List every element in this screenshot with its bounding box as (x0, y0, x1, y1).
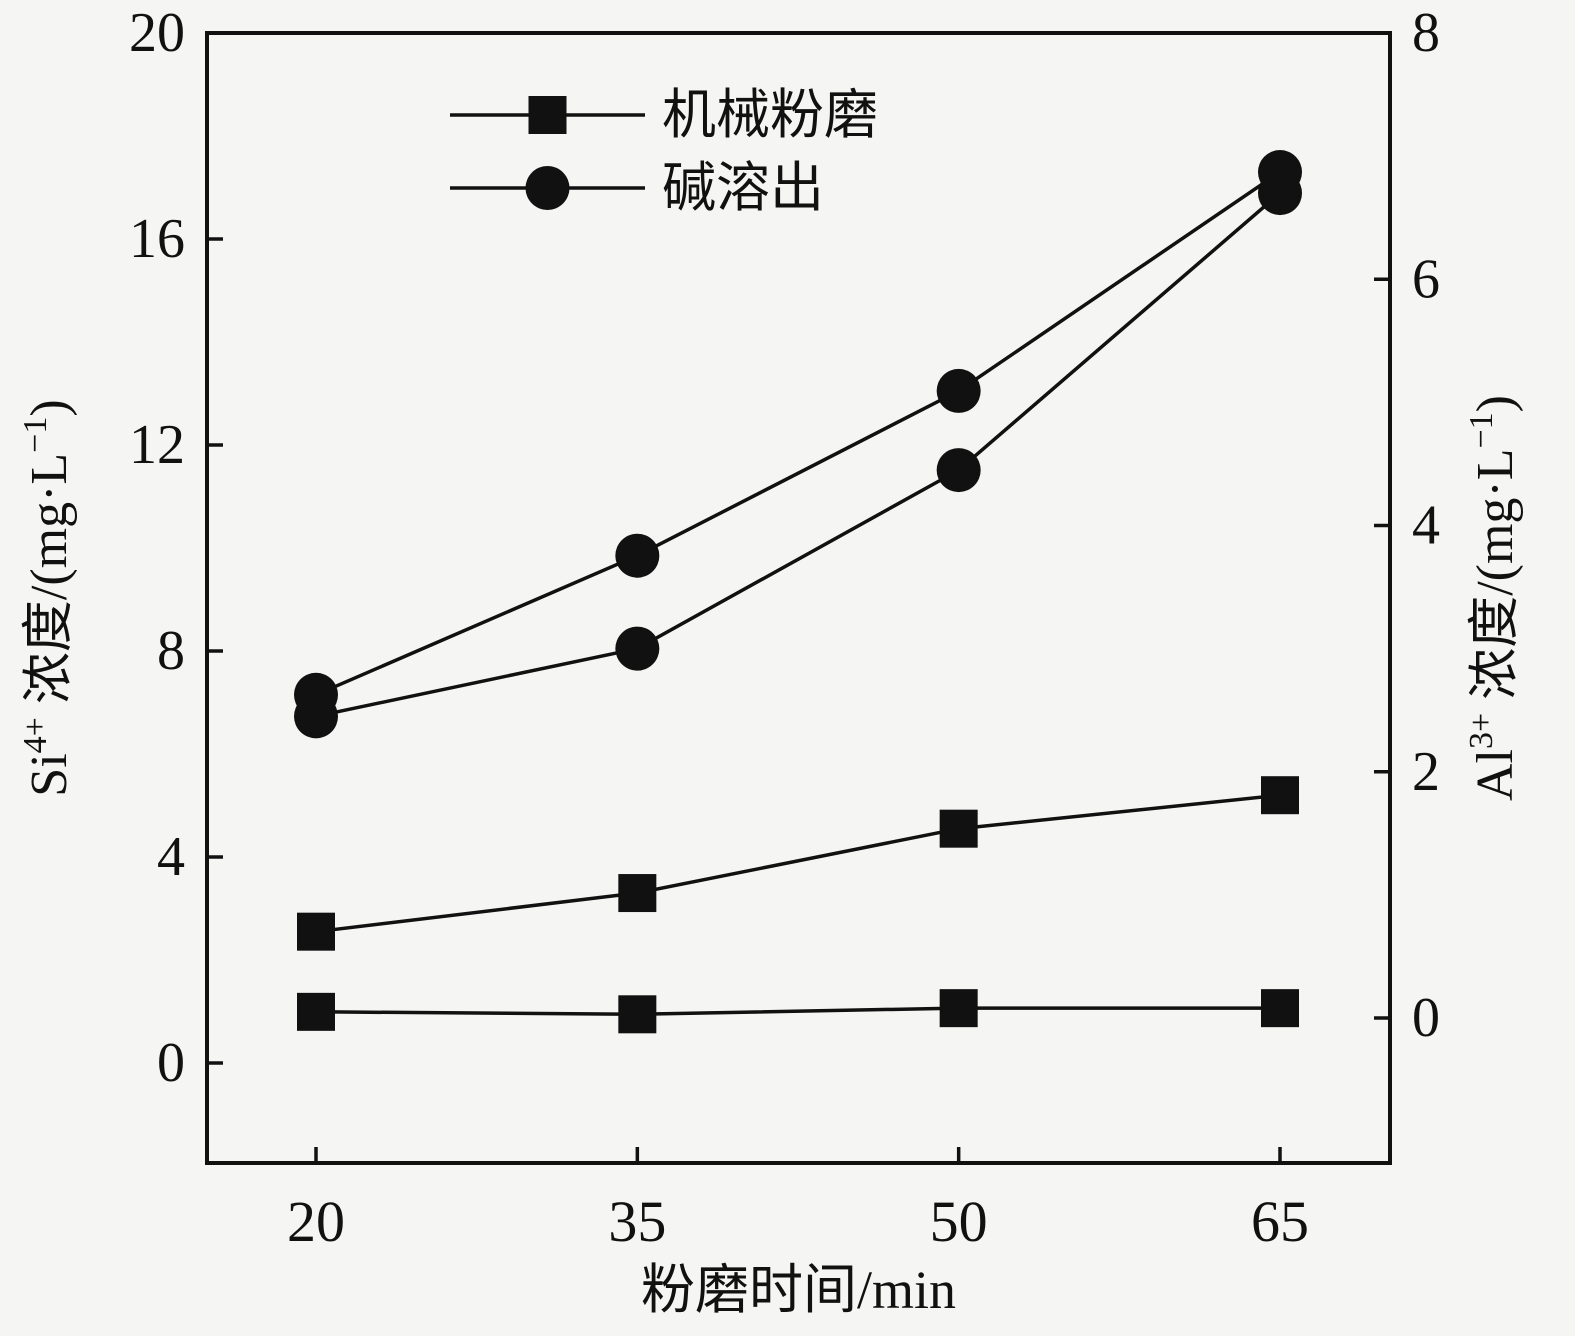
series-line-3 (315, 191, 1282, 719)
data-point-square (1261, 989, 1299, 1028)
legend-item: 碱溶出 (450, 158, 824, 218)
data-point-square (1261, 776, 1299, 815)
y-right-tick-label: 6 (1412, 248, 1440, 310)
data-point-circle (615, 626, 660, 671)
y-left-axis-title: Si4+ 浓度/(mg·L−1) (17, 399, 78, 796)
y-left-tick-label: 0 (157, 1032, 185, 1094)
y-right-tick-label: 0 (1412, 987, 1440, 1049)
legend-marker-square (528, 96, 567, 134)
series-line-1 (315, 1006, 1280, 1017)
legend-item: 机械粉磨 (450, 85, 878, 145)
y-left-tick-label: 20 (129, 2, 185, 64)
data-point-square (939, 809, 978, 848)
y-left-tick-label: 12 (129, 414, 185, 476)
data-point-square (618, 874, 657, 913)
x-tick-label: 35 (608, 1189, 666, 1254)
data-point-circle (936, 448, 981, 493)
legend-marker-circle (525, 166, 570, 210)
data-point-square (297, 912, 335, 951)
y-left-tick-label: 4 (157, 826, 185, 888)
x-tick-label: 50 (930, 1189, 988, 1254)
data-point-circle (615, 533, 660, 578)
x-tick-label: 20 (287, 1189, 345, 1254)
y-left-tick-label: 8 (157, 620, 185, 682)
data-point-circle (294, 694, 338, 739)
y-right-axis-title: Al3+ 浓度/(mg·L−1) (1463, 395, 1524, 801)
legend-label: 碱溶出 (662, 158, 824, 218)
data-point-circle (936, 368, 981, 413)
x-axis-title: 粉磨时间/min (641, 1260, 956, 1320)
data-point-square (939, 989, 978, 1028)
x-tick-label: 65 (1251, 1189, 1309, 1254)
y-right-tick-label: 4 (1412, 495, 1440, 557)
legend-label: 机械粉磨 (662, 85, 878, 145)
data-point-square (297, 992, 335, 1031)
y-left-tick-label: 16 (129, 208, 185, 270)
data-point-circle (1258, 171, 1302, 216)
y-right-tick-label: 2 (1412, 741, 1440, 803)
series-line-0 (315, 793, 1281, 934)
plot-frame (205, 31, 1392, 1165)
y-right-tick-label: 8 (1412, 2, 1440, 64)
data-point-square (618, 995, 657, 1034)
series-line-2 (315, 170, 1281, 697)
